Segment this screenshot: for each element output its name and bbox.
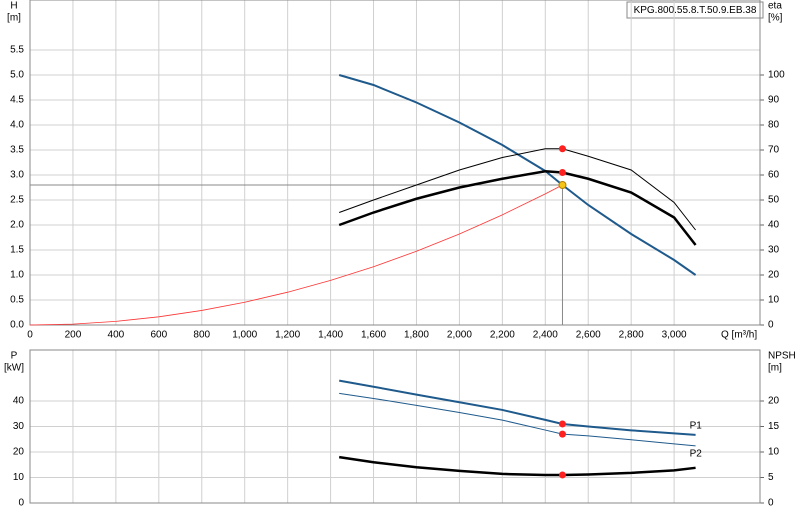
y-tick-label: 30 — [13, 421, 25, 432]
y2-axis-label: eta — [768, 1, 782, 12]
x-tick-label: 2,400 — [533, 330, 558, 341]
plot-frame — [29, 349, 761, 504]
y-tick-label: 40 — [13, 396, 25, 407]
series-label: P1 — [690, 421, 703, 432]
series-line — [339, 392, 696, 447]
y-tick-label: 20 — [13, 447, 25, 458]
y2-tick-label: 100 — [768, 70, 785, 81]
y2-axis-label: NPSH — [768, 351, 796, 362]
y-axis-label: P — [11, 351, 18, 362]
y-tick-label: 3.0 — [10, 170, 24, 181]
duty-point — [558, 430, 566, 438]
y-tick-label: 0 — [18, 498, 24, 509]
y-tick-label: 10 — [13, 472, 25, 483]
series-line — [339, 379, 696, 436]
x-tick-label: 2,800 — [619, 330, 644, 341]
y2-tick-label: 90 — [768, 95, 780, 106]
x-tick-label: 200 — [65, 330, 82, 341]
series-line — [338, 455, 696, 477]
y2-tick-label: 20 — [768, 270, 780, 281]
y-tick-label: 2.5 — [10, 195, 24, 206]
x-tick-label: 2,000 — [447, 330, 472, 341]
y2-tick-label: 80 — [768, 120, 780, 131]
y2-tick-label: 0 — [768, 320, 774, 331]
x-tick-label: 3,000 — [662, 330, 687, 341]
x-tick-label: 800 — [193, 330, 210, 341]
duty-point — [558, 420, 566, 428]
x-tick-label: 400 — [108, 330, 125, 341]
duty-point — [558, 181, 567, 189]
y2-tick-label: 10 — [768, 447, 780, 458]
title-box — [626, 1, 764, 19]
x-tick-label: 1,400 — [318, 330, 343, 341]
y2-axis-unit: [%] — [768, 13, 783, 24]
y-tick-label: 1.5 — [10, 245, 24, 256]
y2-axis-unit: [m] — [768, 363, 782, 374]
x-tick-label: 600 — [150, 330, 167, 341]
x-tick-label: 1,800 — [404, 330, 429, 341]
y-tick-label: 3.5 — [10, 145, 24, 156]
y2-tick-label: 50 — [768, 195, 780, 206]
duty-point — [558, 471, 566, 479]
y2-tick-label: 15 — [768, 421, 780, 432]
x-axis-label: Q [m³/h] — [721, 330, 757, 341]
y-tick-label: 5.0 — [10, 70, 24, 81]
duty-point — [558, 169, 566, 176]
y2-tick-label: 70 — [768, 145, 780, 156]
y2-tick-label: 0 — [768, 498, 774, 509]
y-tick-label: 5.5 — [10, 45, 24, 56]
y-axis-label: H — [10, 1, 17, 12]
series-line — [29, 184, 563, 326]
y2-tick-label: 60 — [768, 170, 780, 181]
chart-title: KPG.800.55.8.T.50.9.EB.38 — [634, 5, 757, 16]
y2-tick-label: 5 — [768, 472, 774, 483]
y-tick-label: 0.0 — [10, 320, 24, 331]
duty-point — [558, 145, 566, 153]
y-tick-label: 4.0 — [10, 120, 24, 131]
y2-tick-label: 30 — [768, 245, 780, 256]
y2-tick-label: 20 — [768, 396, 780, 407]
x-tick-label: 0 — [27, 330, 33, 341]
x-tick-label: 2,600 — [576, 330, 601, 341]
y-tick-label: 0.5 — [10, 295, 24, 306]
x-tick-label: 1,200 — [275, 330, 300, 341]
x-tick-label: 2,200 — [490, 330, 515, 341]
y2-tick-label: 10 — [768, 295, 780, 306]
y-axis-unit: [m] — [7, 13, 21, 24]
plot-frame — [29, 0, 761, 326]
x-tick-label: 1,000 — [232, 330, 257, 341]
y-tick-label: 4.5 — [10, 95, 24, 106]
x-tick-label: 1,600 — [361, 330, 386, 341]
series-line — [339, 148, 696, 231]
y2-tick-label: 40 — [768, 220, 780, 231]
y-tick-label: 1.0 — [10, 270, 24, 281]
y-tick-label: 2.0 — [10, 220, 24, 231]
y-axis-unit: [kW] — [4, 363, 24, 374]
series-line — [338, 169, 697, 246]
series-label: P2 — [690, 449, 703, 460]
